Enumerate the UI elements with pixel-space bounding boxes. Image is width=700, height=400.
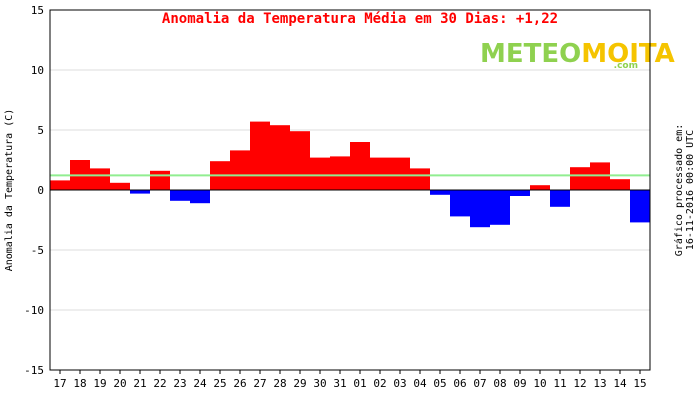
y-tick-label: 0 [37, 184, 44, 197]
meteomoita-logo: METEOMOITA .com [480, 39, 675, 71]
x-tick-label: 06 [453, 377, 466, 390]
bar-17 [50, 180, 70, 190]
bar-21 [130, 190, 150, 194]
x-tick-label: 28 [273, 377, 286, 390]
y-tick-label: -10 [24, 304, 44, 317]
x-tick-label: 07 [473, 377, 486, 390]
bar-29 [290, 131, 310, 190]
chart-title: Anomalia da Temperatura Média em 30 Dias… [162, 11, 558, 27]
x-tick-label: 26 [233, 377, 246, 390]
y-tick-label: 15 [31, 4, 44, 17]
bar-28 [270, 125, 290, 190]
x-tick-label: 08 [493, 377, 506, 390]
x-tick-label: 09 [513, 377, 526, 390]
bar-24 [190, 190, 210, 204]
x-tick-label: 30 [313, 377, 326, 390]
y-tick-label: -15 [24, 364, 44, 377]
x-tick-label: 13 [593, 377, 606, 390]
bar-03 [390, 157, 410, 190]
bar-23 [170, 190, 190, 201]
logo-text-meteo: METEO [480, 39, 581, 69]
bar-11 [550, 190, 570, 207]
processing-note-line2: 16-11-2016 00:00 UTC [685, 130, 696, 250]
bar-19 [90, 168, 110, 190]
bar-12 [570, 167, 590, 190]
x-tick-label: 31 [333, 377, 346, 390]
y-tick-label: -5 [31, 244, 44, 257]
x-tick-label: 22 [153, 377, 166, 390]
bar-01 [350, 142, 370, 190]
processing-note-line1: Gráfico processado em: [673, 124, 685, 256]
x-tick-label: 18 [73, 377, 86, 390]
x-tick-label: 15 [633, 377, 646, 390]
svg-text:METEOMOITA: METEOMOITA [480, 39, 675, 69]
y-tick-label: 5 [37, 124, 44, 137]
bar-10 [530, 185, 550, 190]
x-tick-label: 14 [613, 377, 627, 390]
x-tick-label: 29 [293, 377, 306, 390]
bar-07 [470, 190, 490, 228]
x-tick-label: 01 [353, 377, 366, 390]
x-tick-label: 27 [253, 377, 266, 390]
bar-30 [310, 157, 330, 190]
x-tick-label: 21 [133, 377, 146, 390]
bar-02 [370, 157, 390, 190]
logo-text-moita: MOITA [581, 39, 675, 69]
bar-14 [610, 179, 630, 190]
bar-27 [250, 121, 270, 190]
bar-22 [150, 170, 170, 190]
bar-15 [630, 190, 650, 223]
x-tick-label: 05 [433, 377, 446, 390]
bar-20 [110, 182, 130, 190]
logo-text-com: .com [614, 61, 638, 71]
x-tick-label: 23 [173, 377, 186, 390]
y-tick-labels: -15 -10 -5 0 5 10 15 [24, 4, 44, 377]
plot-frame [49, 9, 651, 371]
x-tick-label: 10 [533, 377, 546, 390]
x-tick-label: 24 [193, 377, 207, 390]
bar-08 [490, 190, 510, 225]
processing-note: Gráfico processado em: 16-11-2016 00:00 … [673, 124, 696, 256]
bar-31 [330, 156, 350, 190]
x-tick-labels: 17 18 19 20 21 22 23 24 25 26 27 28 29 30 31 01 02 03 04 05… [53, 370, 647, 390]
x-tick-label: 12 [573, 377, 586, 390]
bar-05 [430, 190, 450, 195]
bar-06 [450, 190, 470, 217]
x-tick-label: 04 [413, 377, 427, 390]
x-tick-label: 17 [53, 377, 66, 390]
bar-09 [510, 190, 530, 196]
x-tick-label: 19 [93, 377, 106, 390]
y-tick-label: 10 [31, 64, 44, 77]
x-tick-label: 02 [373, 377, 386, 390]
axes [49, 9, 651, 371]
y-axis-label: Anomalia da Temperatura (C) [4, 109, 15, 272]
x-tick-label: 03 [393, 377, 406, 390]
bar-04 [410, 168, 430, 190]
bar-26 [230, 150, 250, 190]
x-tick-label: 25 [213, 377, 226, 390]
x-tick-label: 11 [553, 377, 566, 390]
x-tick-label: 20 [113, 377, 126, 390]
